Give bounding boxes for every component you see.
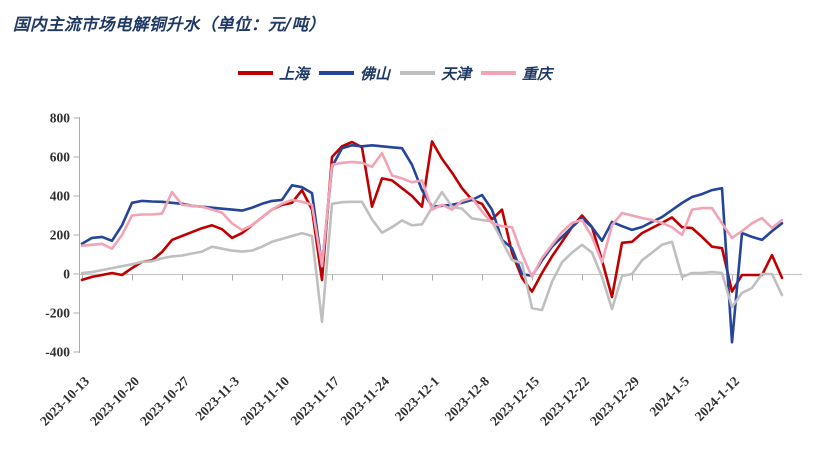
y-axis-label: 800 (50, 111, 71, 126)
y-axis-label: 0 (63, 267, 70, 282)
y-axis-label: -200 (45, 306, 70, 321)
series-line-shanghai (80, 140, 784, 299)
legend-item-foshan: 佛山 (319, 65, 392, 83)
y-axis-label: 600 (50, 150, 71, 165)
y-axis-label: -400 (45, 345, 70, 360)
x-axis-label: 2023-12-29 (587, 373, 642, 428)
legend-item-shanghai: 上海 (238, 65, 312, 83)
chart-title: 国内主流市场电解铜升水（单位：元/吨） (13, 15, 326, 34)
legend-item-chongqing: 重庆 (481, 65, 555, 83)
x-axis-label: 2023-11-24 (337, 373, 392, 428)
x-axis-label: 2023-11-3 (192, 373, 242, 423)
x-axis-label: 2023-10-20 (87, 373, 142, 428)
x-axis-label: 2023-12-8 (442, 373, 493, 424)
y-axis: 800 600 400 200 0 -200 -400 (45, 111, 80, 360)
legend-label-foshan: 佛山 (360, 65, 392, 83)
x-axis-label: 2023-10-27 (137, 373, 192, 428)
x-axis-label: 2023-11-10 (237, 373, 292, 428)
series-line-tianjin (80, 190, 784, 324)
x-axis-label: 2023-12-1 (392, 373, 443, 424)
y-axis-label: 200 (50, 228, 71, 243)
legend-label-tianjin: 天津 (441, 65, 473, 83)
x-axis-label: 2023-12-15 (487, 373, 542, 428)
y-axis-label: 400 (50, 189, 71, 204)
chart-legend: 上海 佛山 天津 重庆 (238, 65, 555, 83)
x-axis-label: 2023-11-17 (287, 373, 342, 428)
legend-label-shanghai: 上海 (279, 65, 312, 83)
series-line-chongqing (80, 151, 784, 279)
legend-item-tianjin: 天津 (400, 65, 473, 83)
x-axis-label: 2024-1-5 (647, 373, 693, 419)
series-lines (80, 140, 784, 344)
x-axis-label: 2023-12-22 (537, 373, 592, 428)
legend-label-chongqing: 重庆 (522, 65, 555, 83)
series-line-foshan (80, 144, 784, 344)
x-axis-label: 2023-10-13 (37, 373, 92, 428)
x-axis-label: 2024-1-12 (692, 373, 743, 424)
